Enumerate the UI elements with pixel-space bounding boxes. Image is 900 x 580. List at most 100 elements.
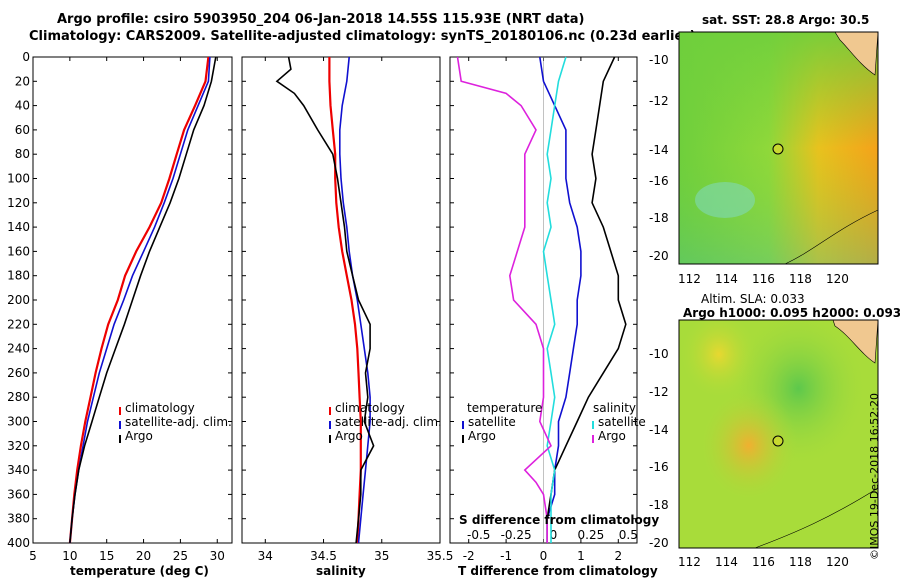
sla-xtick: 120 <box>826 555 849 569</box>
sla-xtick: 112 <box>678 555 701 569</box>
sal-series-satellite-adj-clim- <box>338 56 371 544</box>
diff-series-s-satellite <box>542 56 567 543</box>
salinity-panel: 34 34.5 35 35.5 <box>241 56 454 563</box>
sst-ytick: -18 <box>649 211 669 225</box>
sla-ytick: -10 <box>649 347 669 361</box>
sst-argo-marker <box>772 143 784 155</box>
sla-xtick: 118 <box>789 555 812 569</box>
legend-s-clim: climatology <box>335 401 405 415</box>
diff-x2tick-label: 0.5 <box>619 528 638 542</box>
sst-xtick: 118 <box>789 272 812 286</box>
diff-x2tick-label: -0.25 <box>501 528 532 542</box>
sla-ytick: -16 <box>649 460 669 474</box>
temperature-panel: 0 20 40 60 80 100 120 140 160 180 200 220 240 260 280 3… <box>7 50 233 563</box>
sal-frame <box>241 56 441 544</box>
sla-map: -10 -12 -14 -16 -18 -20 112 114 116 118 … <box>649 319 879 569</box>
temp-xtick-label: 5 <box>29 549 37 563</box>
temp-series-argo <box>69 56 217 544</box>
sst-xtick: 112 <box>678 272 701 286</box>
diff-xtick-label: 2 <box>614 549 622 563</box>
legends: climatology satellite-adj. clim. Argo cl… <box>119 401 659 527</box>
sla-xtick: 116 <box>752 555 775 569</box>
temp-series-climatology <box>68 56 210 544</box>
sal-xtick-label: 34 <box>258 549 273 563</box>
s-difference-label: S difference from climatology <box>459 513 659 527</box>
diff-x2tick-label: 0 <box>550 528 558 542</box>
sst-ytick: -12 <box>649 94 669 108</box>
sla-map-title-1: Altim. SLA: 0.033 <box>701 292 805 306</box>
depth-tick-label: 60 <box>15 123 30 137</box>
legend-s-sat: satellite-adj. clim. <box>335 415 442 429</box>
sst-map: -10 -12 -14 -16 -18 -20 112 114 116 118 … <box>649 31 879 286</box>
legend-t-clim: climatology <box>125 401 195 415</box>
depth-tick-label: 360 <box>7 487 30 501</box>
depth-tick-label: 100 <box>7 172 30 186</box>
title-line-2: Climatology: CARS2009. Satellite-adjuste… <box>29 29 696 44</box>
legend-d-sal-title: salinity <box>593 401 636 415</box>
diff-series-s-argo <box>456 56 552 543</box>
sla-xtick: 114 <box>715 555 738 569</box>
salinity-axis-label: salinity <box>316 564 366 578</box>
depth-tick-label: 80 <box>15 147 30 161</box>
sal-series-argo <box>275 56 375 544</box>
difference-panel: -2 -1 0 1 2 -0.5 -0.25 0 0.25 0.5 <box>449 56 638 563</box>
sla-ytick: -18 <box>649 498 669 512</box>
depth-tick-label: 240 <box>7 342 30 356</box>
sst-map-title: sat. SST: 28.8 Argo: 30.5 <box>702 13 870 27</box>
t-difference-axis-label: T difference from climatology <box>458 564 658 578</box>
legend-t-argo: Argo <box>125 429 153 443</box>
legend-t-sat: satellite-adj. clim. <box>125 415 232 429</box>
sal-xtick-label: 35.5 <box>427 549 454 563</box>
diff-series-t-argo <box>546 56 627 543</box>
sla-argo-marker <box>772 435 784 447</box>
depth-tick-label: 120 <box>7 196 30 210</box>
depth-tick-label: 340 <box>7 463 30 477</box>
sla-high-patch-2 <box>679 320 878 548</box>
depth-tick-label: 380 <box>7 512 30 526</box>
depth-tick-label: 200 <box>7 293 30 307</box>
temp-xtick-label: 30 <box>210 549 225 563</box>
sst-ytick: -20 <box>649 249 669 263</box>
legend-d-ssat: satellite <box>598 415 646 429</box>
depth-tick-label: 260 <box>7 366 30 380</box>
sla-map-frame <box>678 319 879 549</box>
legend-d-temp-title: temperature <box>467 401 542 415</box>
diff-xtick-label: -1 <box>500 549 512 563</box>
sst-ytick: -14 <box>649 143 669 157</box>
temp-series-satellite-adj-clim- <box>69 56 211 544</box>
temp-xtick-label: 15 <box>99 549 114 563</box>
sst-ytick: -10 <box>649 53 669 67</box>
temp-xtick-label: 10 <box>62 549 77 563</box>
diff-x2tick-label: -0.5 <box>467 528 490 542</box>
depth-tick-label: 280 <box>7 390 30 404</box>
title-line-1: Argo profile: csiro 5903950_204 06-Jan-2… <box>57 12 585 27</box>
depth-tick-label: 20 <box>15 74 30 88</box>
sal-series-climatology <box>328 57 362 544</box>
sst-map-frame <box>678 31 879 265</box>
depth-tick-label: 300 <box>7 415 30 429</box>
legend-s-argo: Argo <box>335 429 363 443</box>
diff-series-t-satellite <box>539 56 582 543</box>
sla-ytick: -20 <box>649 536 669 550</box>
diff-xtick-label: 1 <box>577 549 585 563</box>
temperature-axis-label: temperature (deg C) <box>70 564 209 578</box>
sla-ytick: -14 <box>649 423 669 437</box>
diff-x2tick-label: 0.25 <box>578 528 605 542</box>
depth-tick-label: 0 <box>22 50 30 64</box>
sst-xtick: 120 <box>826 272 849 286</box>
imos-watermark: ©IMOS 19-Dec-2018 16:52:20 <box>868 393 881 560</box>
diff-xtick-label: -2 <box>463 549 475 563</box>
legend-d-tsat: satellite <box>468 415 516 429</box>
legend-d-targo: Argo <box>468 429 496 443</box>
depth-tick-label: 180 <box>7 269 30 283</box>
sal-xtick-label: 35 <box>374 549 389 563</box>
sst-xtick: 114 <box>715 272 738 286</box>
legend-d-sargo: Argo <box>598 429 626 443</box>
depth-tick-label: 160 <box>7 244 30 258</box>
depth-tick-label: 140 <box>7 220 30 234</box>
sst-cool-patch <box>695 182 755 218</box>
temp-xtick-label: 20 <box>136 549 151 563</box>
sla-bathymetry-line <box>754 487 879 549</box>
sal-xtick-label: 34.5 <box>310 549 337 563</box>
